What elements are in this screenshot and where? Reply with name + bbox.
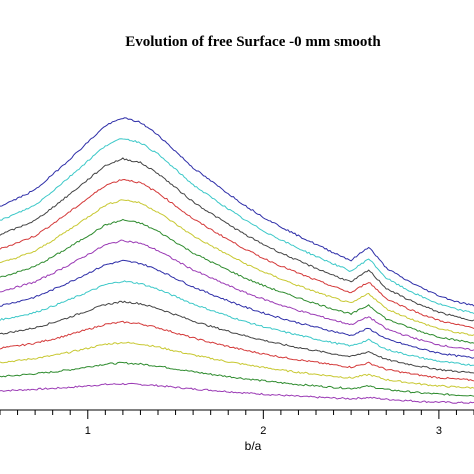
series-line-11 xyxy=(0,178,474,330)
series-line-7 xyxy=(0,259,474,359)
series-line-5 xyxy=(0,300,474,374)
series-line-12 xyxy=(0,157,474,322)
series-line-6 xyxy=(0,280,474,367)
series-line-13 xyxy=(0,138,474,314)
x-tick-label: 3 xyxy=(436,425,442,437)
chart-title: Evolution of free Surface -0 mm smooth xyxy=(125,34,381,50)
series-line-10 xyxy=(0,199,474,337)
x-axis-ticks: 1 2 3 xyxy=(0,410,474,437)
x-axis-label: b/a xyxy=(245,439,262,453)
series-line-1 xyxy=(0,382,474,404)
series-line-4 xyxy=(0,320,474,382)
series-line-2 xyxy=(0,361,474,397)
series-line-9 xyxy=(0,218,474,344)
series-line-8 xyxy=(0,239,474,352)
x-tick-label: 2 xyxy=(260,425,266,437)
series-lines xyxy=(0,117,474,404)
series-line-14 xyxy=(0,117,474,307)
series-line-3 xyxy=(0,341,474,389)
x-tick-label: 1 xyxy=(85,425,91,437)
